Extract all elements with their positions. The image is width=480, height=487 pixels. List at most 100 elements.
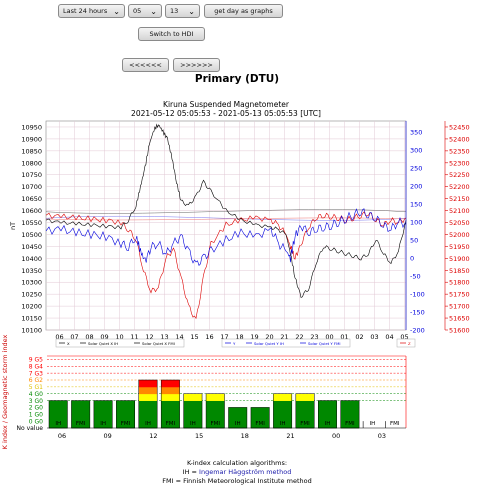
y-right-tick-label: 52150 xyxy=(449,195,470,203)
y-left-tick-label: 10700 xyxy=(21,183,42,191)
k-bar-segment xyxy=(250,421,270,429)
k-bar-method: FMI xyxy=(121,421,131,427)
legend-entry: Solar Quiet X IH xyxy=(88,341,118,346)
k-bar-method: FMI xyxy=(255,421,265,427)
k-bar-method: IH xyxy=(100,421,106,427)
k-bar-segment xyxy=(116,421,135,429)
k-y-tick-label: 6 G2 xyxy=(29,377,43,384)
x-tick-label: 13 xyxy=(160,333,168,341)
y-mid-tick-label: -100 xyxy=(410,290,425,298)
k-bar-segment xyxy=(138,414,158,422)
k-bar-segment xyxy=(161,407,180,415)
x-tick-label: 07 xyxy=(70,333,78,341)
ih-method-link[interactable]: Ingemar Häggström method xyxy=(199,468,292,476)
k-bar-segment xyxy=(250,414,270,422)
switch-to-hdi-button[interactable]: Switch to HDI xyxy=(138,27,205,41)
k-bar-method: FMI xyxy=(390,421,400,427)
y-left-tick-label: 10150 xyxy=(21,315,42,323)
k-bar-segment xyxy=(183,393,203,401)
k-bar-method: IH xyxy=(280,421,286,427)
k-y-tick-label: 4 G0 xyxy=(29,391,43,398)
hour-select[interactable]: 05 ⌄ xyxy=(128,4,162,18)
quiet-x-curve xyxy=(45,209,407,214)
k-y-axis-label: K index / Geomagnetic storm index xyxy=(1,335,9,450)
x-tick-label: 14 xyxy=(175,333,183,341)
k-bar-segment xyxy=(71,421,90,429)
k-bar-segment xyxy=(295,414,315,422)
x-tick-label: 19 xyxy=(250,333,258,341)
x-tick-label: 12 xyxy=(145,333,153,341)
y-axis-label: nT xyxy=(9,222,17,230)
y-right-tick-label: 52350 xyxy=(449,147,470,155)
day-select[interactable]: 13 ⌄ xyxy=(165,4,200,18)
y-right-tick-label: 52450 xyxy=(449,123,470,131)
k-bar-method: FMI xyxy=(166,421,176,427)
y-left-tick-label: 10250 xyxy=(21,291,42,299)
k-bar-segment xyxy=(161,414,180,422)
y-mid-tick-label: 50 xyxy=(410,236,418,244)
k-bar-segment xyxy=(295,407,315,415)
k-bar-segment xyxy=(161,421,180,429)
k-bar-segment xyxy=(93,421,113,429)
legend-entry: Solar Quiet Y IH xyxy=(254,341,284,346)
k-bar-segment xyxy=(93,400,113,408)
x-tick-label: 18 xyxy=(235,333,243,341)
y-right-tick-label: 52250 xyxy=(449,171,470,179)
x-tick-label: 02 xyxy=(355,333,363,341)
time-range-select[interactable]: Last 24 hours ⌄ xyxy=(58,4,125,18)
k-bar-segment xyxy=(295,421,315,429)
x-tick-label: 10 xyxy=(115,333,123,341)
k-bar-segment xyxy=(318,414,337,422)
previous-day-button[interactable]: <<<<<< xyxy=(122,58,169,72)
k-bar-segment xyxy=(318,400,337,408)
k-y-tick-label: 2 G0 xyxy=(29,405,43,412)
x-tick-label: 20 xyxy=(265,333,273,341)
y-mid-tick-label: 350 xyxy=(410,128,422,136)
y-right-tick-label: 52400 xyxy=(449,135,470,143)
y-right-tick-label: 51850 xyxy=(449,267,470,275)
x-tick-label: 15 xyxy=(190,333,198,341)
next-day-button[interactable]: >>>>>> xyxy=(173,58,220,72)
y-right-tick-label: 52000 xyxy=(449,231,470,239)
chevron-down-icon: ⌄ xyxy=(150,6,157,16)
footer-ih-line: IH = Ingemar Häggström method xyxy=(0,468,474,476)
k-bar-segment xyxy=(295,400,315,408)
z-series-line xyxy=(45,211,407,320)
y-left-tick-label: 10800 xyxy=(21,159,42,167)
x-tick-label: 04 xyxy=(385,333,393,341)
k-x-tick-label: 09 xyxy=(104,432,112,440)
k-bar-segment xyxy=(318,421,337,429)
chart-subtitle: 2021-05-12 05:05:53 - 2021-05-13 05:05:5… xyxy=(131,109,321,118)
get-day-graphs-button[interactable]: get day as graphs xyxy=(204,4,283,18)
k-bar-segment xyxy=(183,400,203,408)
k-bar-segment xyxy=(116,400,135,408)
k-bar-method: IH xyxy=(235,421,241,427)
y-left-tick-label: 10600 xyxy=(21,207,42,215)
y-mid-tick-label: 0 xyxy=(410,254,414,262)
k-bar-segment xyxy=(340,407,360,415)
legend-entry: Solar Quiet Y FMI xyxy=(308,341,340,346)
k-y-tick-label: 7 G3 xyxy=(29,370,43,377)
time-range-value: Last 24 hours xyxy=(63,7,108,15)
k-x-tick-label: 15 xyxy=(195,432,203,440)
k-bar-method: FMI xyxy=(76,421,86,427)
y-left-tick-label: 10850 xyxy=(21,147,42,155)
x-tick-label: 06 xyxy=(55,333,63,341)
y-right-tick-label: 51800 xyxy=(449,279,470,287)
k-x-tick-label: 06 xyxy=(58,432,66,440)
y-left-tick-label: 10650 xyxy=(21,195,42,203)
y-mid-tick-label: 300 xyxy=(410,146,422,154)
k-bar-segment xyxy=(340,421,360,429)
y-right-tick-label: 51600 xyxy=(449,327,470,335)
y-left-tick-label: 10450 xyxy=(21,243,42,251)
y-right-tick-label: 52300 xyxy=(449,159,470,167)
k-bar-segment xyxy=(161,393,180,401)
legend-box-y xyxy=(221,338,351,348)
k-bar-method: IH xyxy=(145,421,151,427)
k-bar-segment xyxy=(206,407,225,415)
y-right-tick-label: 51900 xyxy=(449,255,470,263)
k-bar-method: FMI xyxy=(211,421,221,427)
k-y-tick-label: 3 G0 xyxy=(29,398,43,405)
k-bar-segment xyxy=(116,414,135,422)
